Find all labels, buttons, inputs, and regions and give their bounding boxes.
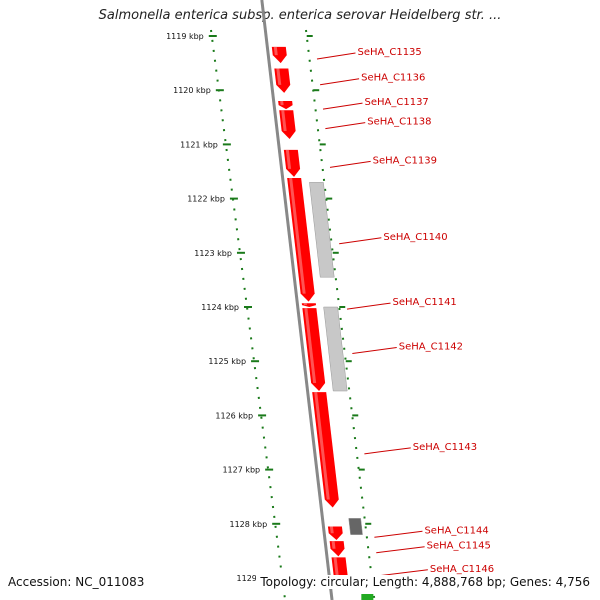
gene-label: SeHA_C1140: [383, 232, 447, 243]
gene-label-connector: [322, 102, 363, 110]
gene-label-connector: [346, 302, 391, 310]
similarity-hit: [309, 182, 335, 278]
gene-highlight: [285, 149, 292, 169]
scale-tick-label: 1124 kbp: [201, 303, 239, 312]
similarity-hit: [348, 518, 363, 535]
gene-label: SeHA_C1135: [357, 47, 421, 58]
gene-highlight: [289, 178, 306, 294]
gene-arrow: [279, 110, 296, 139]
gene-label-connector: [316, 52, 356, 60]
gene-label-connector: [329, 160, 371, 168]
gene-label: SeHA_C1142: [399, 342, 463, 353]
scale-tick-label: 1127 kbp: [222, 466, 260, 475]
scale-tick-label: 1119 kbp: [166, 32, 204, 41]
scale-ticks: 1119 kbp 1120 kbp 1121 kbp 1122 kbp 1123 kbp…: [166, 32, 378, 583]
scale-tick-label: 1125 kbp: [208, 357, 246, 366]
gene-label: SeHA_C1141: [393, 297, 457, 308]
gene-label-connector: [374, 530, 423, 538]
gene-highlight: [331, 541, 336, 549]
topology-summary: Topology: circular; Length: 4,888,768 bp…: [256, 575, 590, 589]
gene-label: SeHA_C1145: [427, 541, 491, 552]
gene-label: SeHA_C1138: [367, 117, 431, 128]
accession-text: Accession: NC_011083: [8, 575, 145, 589]
gene-highlight: [280, 101, 284, 106]
backbone-line: [260, 0, 334, 600]
gene-arrow: [271, 46, 287, 64]
gene-highlight: [273, 46, 278, 56]
gene-label: SeHA_C1139: [373, 155, 437, 166]
gene-highlight: [303, 303, 308, 306]
gene-highlight: [281, 110, 287, 131]
gene-highlight: [276, 68, 282, 85]
map-title: Salmonella enterica subsp. enterica sero…: [98, 8, 502, 23]
gene-arrow: [329, 541, 345, 557]
gene-highlight: [314, 392, 330, 500]
gene-label-connector: [364, 447, 411, 455]
gene-label-connector: [320, 78, 360, 86]
gene-label: SeHA_C1136: [361, 73, 425, 84]
gene-highlight: [329, 526, 334, 534]
gene-arrow: [283, 149, 301, 177]
gene-label-connector: [352, 347, 397, 355]
gene-label-connector: [339, 237, 382, 245]
gene-label: SeHA_C1144: [424, 525, 488, 536]
gene-label: SeHA_C1146: [430, 564, 494, 575]
gene-label-connector: [325, 122, 366, 130]
gene-highlight: [333, 557, 339, 579]
scale-tick-label: 1126 kbp: [215, 411, 253, 420]
scale-tick-label: 1122 kbp: [187, 195, 225, 204]
scale-tick-label: 1121 kbp: [180, 140, 218, 149]
scale-tick-label: 1129 kbp: [237, 574, 275, 583]
gene-label-connector: [376, 546, 425, 554]
ring-guides: [210, 0, 376, 600]
gene-labels: SeHA_C1135 SeHA_C1136 SeHA_C1137 SeHA_C1138…: [316, 47, 494, 577]
scale-tick-label: 1120 kbp: [173, 86, 211, 95]
gene-highlight: [304, 308, 317, 384]
gene-label-connector: [378, 569, 428, 577]
scale-tick-label: 1128 kbp: [229, 520, 267, 529]
similarity-hits: [309, 182, 363, 535]
rna-feature: [361, 594, 374, 600]
scale-tick-label: 1123 kbp: [194, 249, 232, 258]
gene-label: SeHA_C1143: [413, 442, 477, 453]
gene-label: SeHA_C1137: [365, 97, 429, 108]
similarity-hit: [323, 306, 348, 392]
gene-arrow: [312, 392, 339, 508]
gene-arrow: [327, 526, 343, 541]
gene-arrow: [274, 68, 291, 93]
